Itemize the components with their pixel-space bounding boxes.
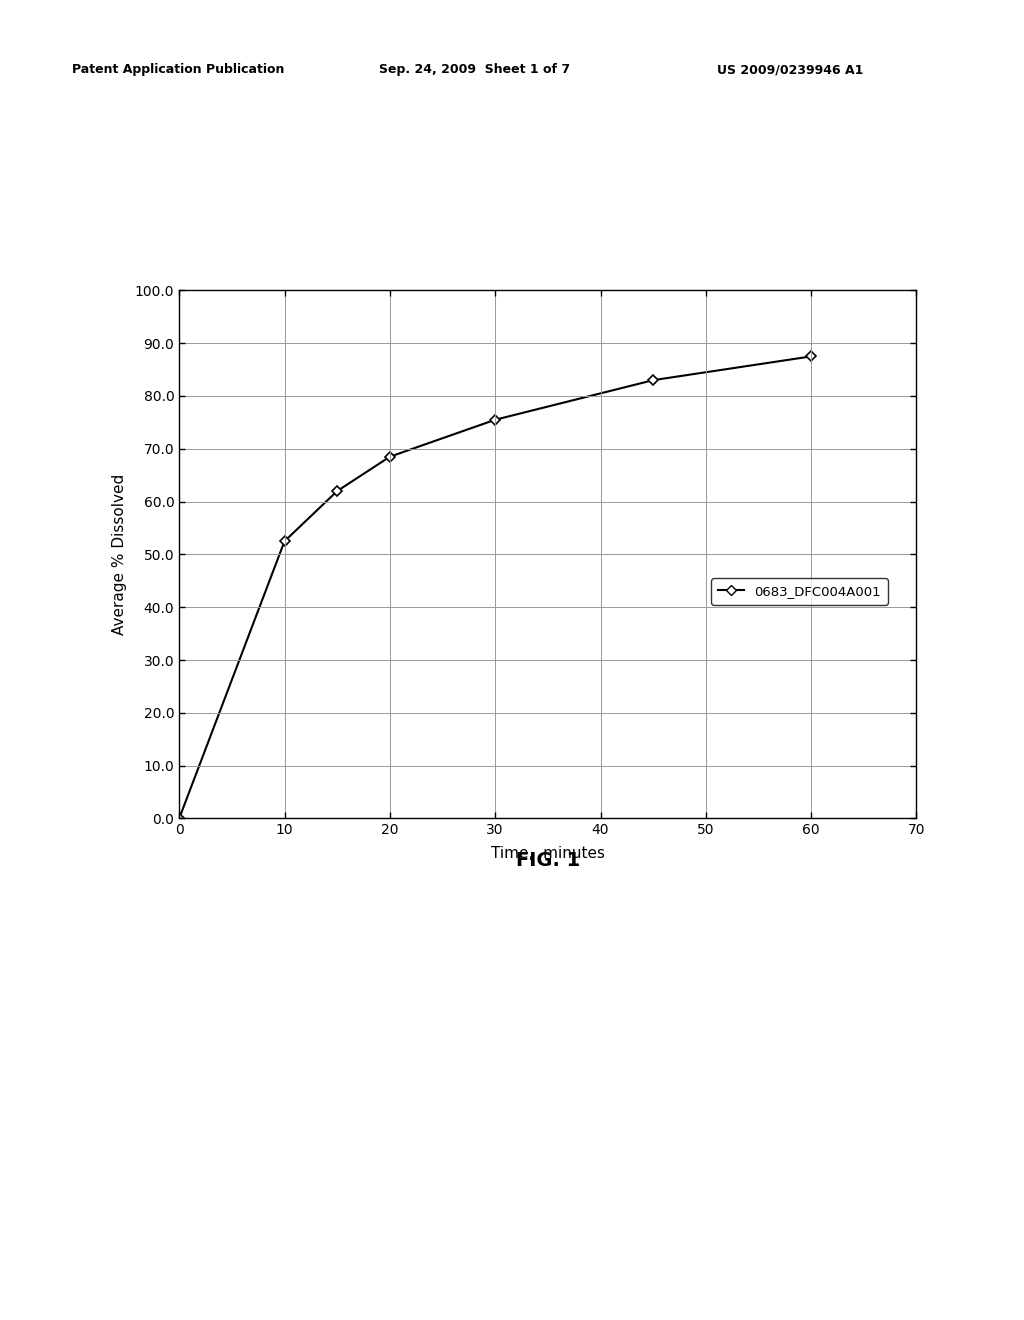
- Y-axis label: Average % Dissolved: Average % Dissolved: [112, 474, 127, 635]
- Text: US 2009/0239946 A1: US 2009/0239946 A1: [717, 63, 863, 77]
- Legend: 0683_DFC004A001: 0683_DFC004A001: [711, 578, 888, 605]
- Text: Sep. 24, 2009  Sheet 1 of 7: Sep. 24, 2009 Sheet 1 of 7: [379, 63, 570, 77]
- Text: FIG. 1: FIG. 1: [516, 851, 580, 870]
- Text: Patent Application Publication: Patent Application Publication: [72, 63, 284, 77]
- X-axis label: Time,  minutes: Time, minutes: [490, 846, 605, 861]
